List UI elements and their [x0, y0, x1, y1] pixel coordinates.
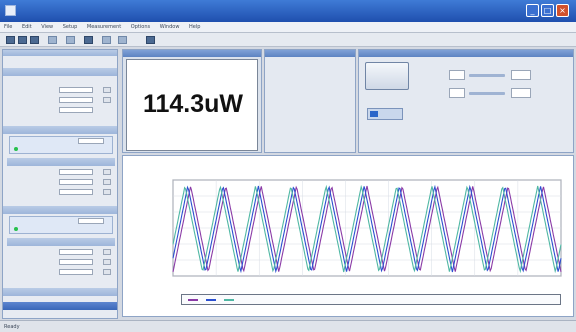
- left-row: [9, 96, 115, 104]
- left-panel: [2, 49, 118, 319]
- menu-setup[interactable]: Setup: [62, 24, 78, 30]
- spin-icon[interactable]: [103, 269, 111, 275]
- series-line-1: [172, 185, 562, 273]
- left-row: [9, 86, 115, 94]
- value-box-1[interactable]: [511, 70, 531, 80]
- menu-bar: File Edit View Setup Measurement Options…: [0, 22, 576, 33]
- section-header-active[interactable]: [3, 302, 117, 310]
- menu-edit[interactable]: Edit: [21, 24, 32, 30]
- section-header[interactable]: [3, 126, 117, 134]
- legend-item-3: [224, 295, 236, 304]
- left-row: [9, 258, 115, 266]
- stats-panel: [264, 49, 356, 153]
- save-icon[interactable]: [30, 36, 39, 44]
- status-led-icon: [14, 147, 18, 151]
- run-icon[interactable]: [102, 36, 111, 44]
- spin-icon[interactable]: [103, 87, 111, 93]
- open-icon[interactable]: [18, 36, 27, 44]
- close-button[interactable]: ×: [556, 4, 569, 17]
- app-icon: [5, 5, 16, 16]
- left-row: [9, 106, 115, 114]
- menu-help[interactable]: Help: [189, 24, 201, 30]
- slider-2[interactable]: [469, 92, 505, 95]
- menu-view[interactable]: View: [41, 24, 54, 30]
- value-box-2[interactable]: [511, 88, 531, 98]
- legend-swatch: [224, 299, 234, 301]
- spin-icon[interactable]: [103, 169, 111, 175]
- readout-display: 114.3uW: [126, 59, 258, 151]
- left-row: [9, 188, 115, 196]
- menu-file[interactable]: File: [4, 24, 13, 30]
- menu-measurement[interactable]: Measurement: [86, 24, 122, 30]
- left-panel-header: [3, 50, 117, 56]
- select-box-2[interactable]: [449, 88, 465, 98]
- series-line-3: [172, 184, 562, 274]
- settings-icon[interactable]: [84, 36, 93, 44]
- chart-legend: [181, 294, 561, 305]
- legend-item-1: [188, 295, 200, 304]
- menu-window[interactable]: Window: [159, 24, 180, 30]
- control-panel-header: [359, 50, 573, 57]
- status-text: Ready: [4, 324, 20, 330]
- left-row: [9, 268, 115, 276]
- left-row: [9, 168, 115, 176]
- print-icon[interactable]: [48, 36, 57, 44]
- readout-panel: 114.3uW: [122, 49, 262, 153]
- stats-panel-header: [265, 50, 355, 57]
- stat-row: [268, 62, 354, 69]
- series-line-2: [172, 184, 562, 274]
- subsection-header[interactable]: [7, 238, 115, 246]
- section-header[interactable]: [3, 206, 117, 214]
- spin-icon[interactable]: [103, 189, 111, 195]
- control-panel: [358, 49, 574, 153]
- spin-icon[interactable]: [103, 97, 111, 103]
- menu-options[interactable]: Options: [130, 24, 151, 30]
- subsection-header[interactable]: [7, 158, 115, 166]
- run-button[interactable]: [365, 62, 409, 90]
- toolbar: [0, 33, 576, 47]
- readout-value: 114.3uW: [142, 90, 244, 118]
- spin-icon[interactable]: [103, 179, 111, 185]
- toggle-switch[interactable]: [367, 108, 403, 120]
- chart-panel: [122, 155, 574, 317]
- stat-row: [268, 69, 354, 76]
- spin-icon[interactable]: [103, 259, 111, 265]
- slider-1[interactable]: [469, 74, 505, 77]
- minimize-button[interactable]: _: [526, 4, 539, 17]
- help-icon[interactable]: [146, 36, 155, 44]
- zoom-icon[interactable]: [66, 36, 75, 44]
- legend-item-2: [206, 295, 218, 304]
- select-box-1[interactable]: [449, 70, 465, 80]
- left-row: [9, 248, 115, 256]
- stat-row: [268, 90, 354, 97]
- readout-panel-header: [123, 50, 261, 57]
- legend-swatch: [206, 299, 216, 301]
- status-led-icon: [14, 227, 18, 231]
- spin-icon[interactable]: [103, 249, 111, 255]
- new-icon[interactable]: [6, 36, 15, 44]
- maximize-button[interactable]: □: [541, 4, 554, 17]
- status-bar: Ready: [0, 320, 576, 332]
- channel-box[interactable]: [9, 216, 113, 234]
- section-header[interactable]: [3, 68, 117, 76]
- left-row: [9, 178, 115, 186]
- legend-swatch: [188, 299, 198, 301]
- stat-row: [268, 83, 354, 90]
- title-bar: _ □ ×: [0, 0, 576, 22]
- section-header[interactable]: [3, 288, 117, 296]
- stop-icon[interactable]: [118, 36, 127, 44]
- stat-row: [268, 76, 354, 83]
- channel-box[interactable]: [9, 136, 113, 154]
- waveform-chart: [172, 179, 562, 277]
